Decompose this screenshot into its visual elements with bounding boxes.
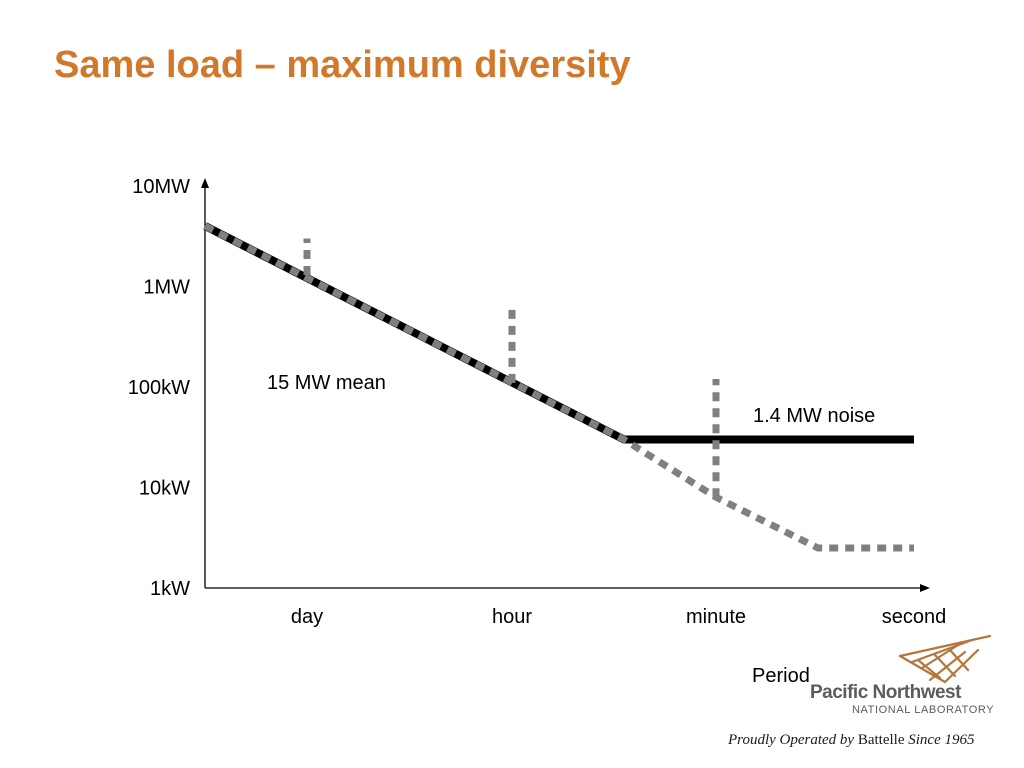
lab-name: Pacific Northwest: [810, 682, 961, 703]
x-axis-label: Period: [752, 665, 810, 687]
operated-org: Battelle: [857, 732, 905, 748]
annotation-mean: 15 MW mean: [267, 372, 386, 394]
operated-suffix: Since 1965: [908, 732, 975, 748]
x-axis-ticks: day hour minute second: [291, 606, 946, 628]
annotation-noise: 1.4 MW noise: [753, 405, 875, 427]
lab-subtitle: NATIONAL LABORATORY: [852, 704, 995, 716]
operated-by-line: Proudly Operated by Battelle Since 1965: [728, 732, 974, 749]
chart-series: [203, 222, 914, 552]
x-axis-arrow: [920, 584, 930, 592]
y-axis-ticks: 1kW 10kW 100kW 1MW 10MW: [128, 176, 190, 600]
y-tick-label: 1MW: [143, 277, 190, 299]
x-tick-label: day: [291, 606, 323, 628]
x-tick-label: second: [882, 606, 947, 628]
y-axis-arrow: [201, 178, 209, 188]
x-tick-label: minute: [686, 606, 746, 628]
chart-axes: [201, 178, 930, 592]
y-tick-label: 1kW: [150, 578, 190, 600]
slide-title: Same load – maximum diversity: [54, 44, 631, 86]
x-tick-label: hour: [492, 606, 532, 628]
operated-prefix: Proudly Operated by: [728, 732, 855, 748]
y-tick-label: 10MW: [132, 176, 190, 198]
y-tick-label: 100kW: [128, 377, 190, 399]
y-tick-label: 10kW: [139, 478, 190, 500]
